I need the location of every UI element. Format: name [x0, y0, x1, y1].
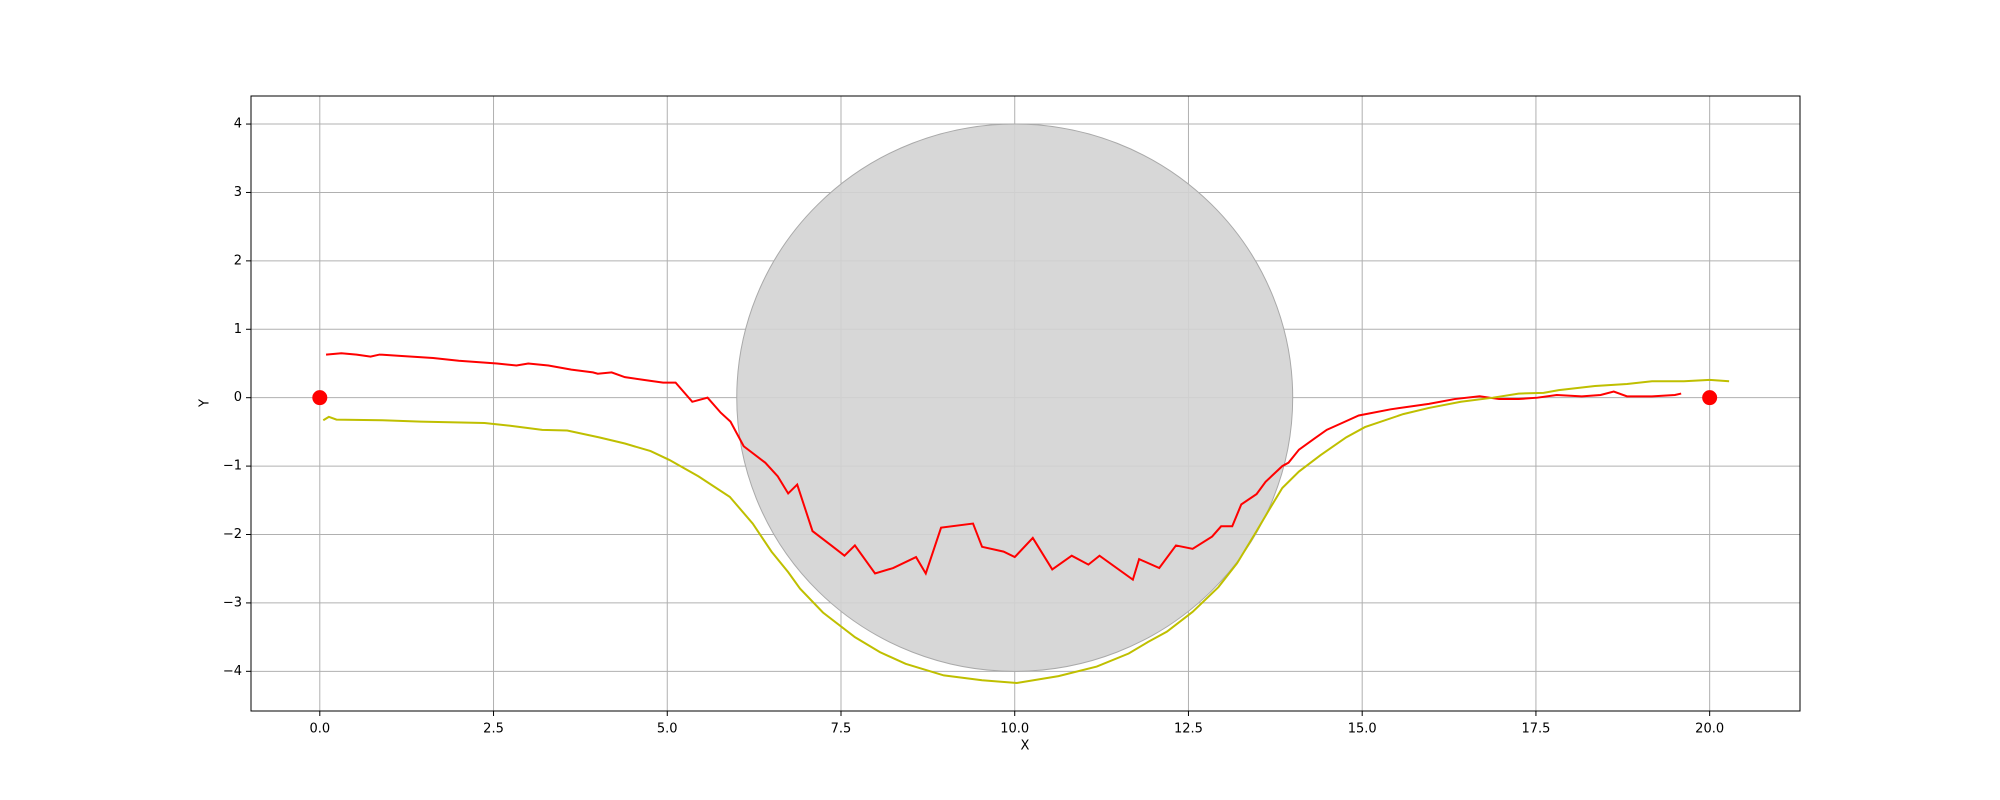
x-tick-label: 0.0 [309, 722, 330, 737]
endpoint [312, 390, 328, 406]
line [325, 352, 1682, 582]
y-tick-label: −2 [223, 527, 242, 542]
x-tick-label: 17.5 [1521, 722, 1550, 737]
plot-frame [250, 95, 1801, 712]
y-tick-label: 0 [234, 390, 242, 405]
y-tick-label: 2 [234, 253, 242, 268]
endpoint [1702, 390, 1718, 406]
obstacle [736, 123, 1294, 672]
line [322, 378, 1730, 684]
x-axis-label: X [1021, 739, 1030, 754]
x-tick-label: 15.0 [1348, 722, 1377, 737]
y-tick-label: −1 [223, 459, 242, 474]
x-tick-label: 7.5 [831, 722, 852, 737]
x-tick-label: 12.5 [1174, 722, 1203, 737]
y-tick-label: −4 [223, 664, 242, 679]
y-tick-label: 1 [234, 322, 242, 337]
x-tick-label: 5.0 [657, 722, 678, 737]
x-tick-label: 2.5 [483, 722, 504, 737]
x-tick-label: 10.0 [1000, 722, 1029, 737]
y-tick-label: 3 [234, 185, 242, 200]
y-tick-label: 4 [234, 117, 242, 132]
x-tick-label: 20.0 [1695, 722, 1724, 737]
y-tick-label: −3 [223, 595, 242, 610]
y-axis-label: Y [198, 399, 213, 408]
